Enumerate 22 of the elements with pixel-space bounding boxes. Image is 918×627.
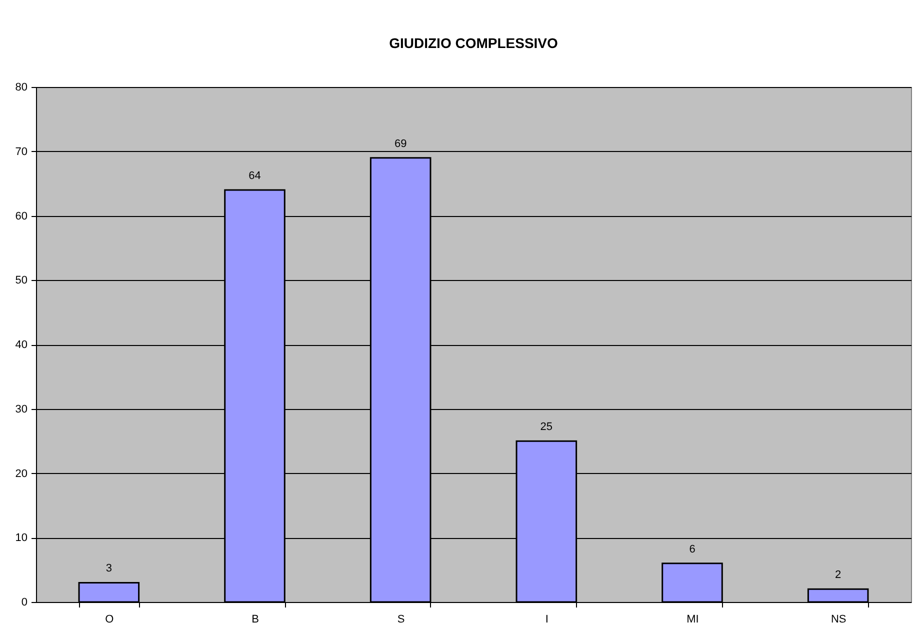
y-tick-label: 20 (15, 468, 28, 480)
data-label: 64 (248, 170, 261, 182)
y-tick-label: 80 (15, 82, 28, 94)
y-tick-label: 40 (15, 339, 28, 351)
y-tick-label: 60 (15, 210, 28, 222)
data-label: 2 (835, 569, 842, 582)
y-tick-label: 10 (15, 532, 28, 544)
chart-title: GIUDIZIO COMPLESSIVO (389, 35, 558, 51)
y-tick-label: 30 (15, 403, 28, 416)
data-label: 3 (106, 562, 112, 575)
x-tick-label: O (105, 614, 114, 626)
x-tick-label: S (397, 614, 405, 626)
y-tick-label: 70 (15, 146, 28, 158)
x-tick-label: MI (686, 614, 699, 626)
y-tick-label: 0 (21, 596, 28, 608)
x-tick-label: NS (830, 614, 846, 626)
data-label: 69 (394, 138, 407, 150)
y-tick-label: 50 (15, 274, 28, 287)
data-label: 6 (689, 543, 696, 556)
data-label: 25 (540, 421, 553, 434)
x-tick-label: B (252, 614, 259, 626)
x-tick-label: I (545, 614, 548, 626)
